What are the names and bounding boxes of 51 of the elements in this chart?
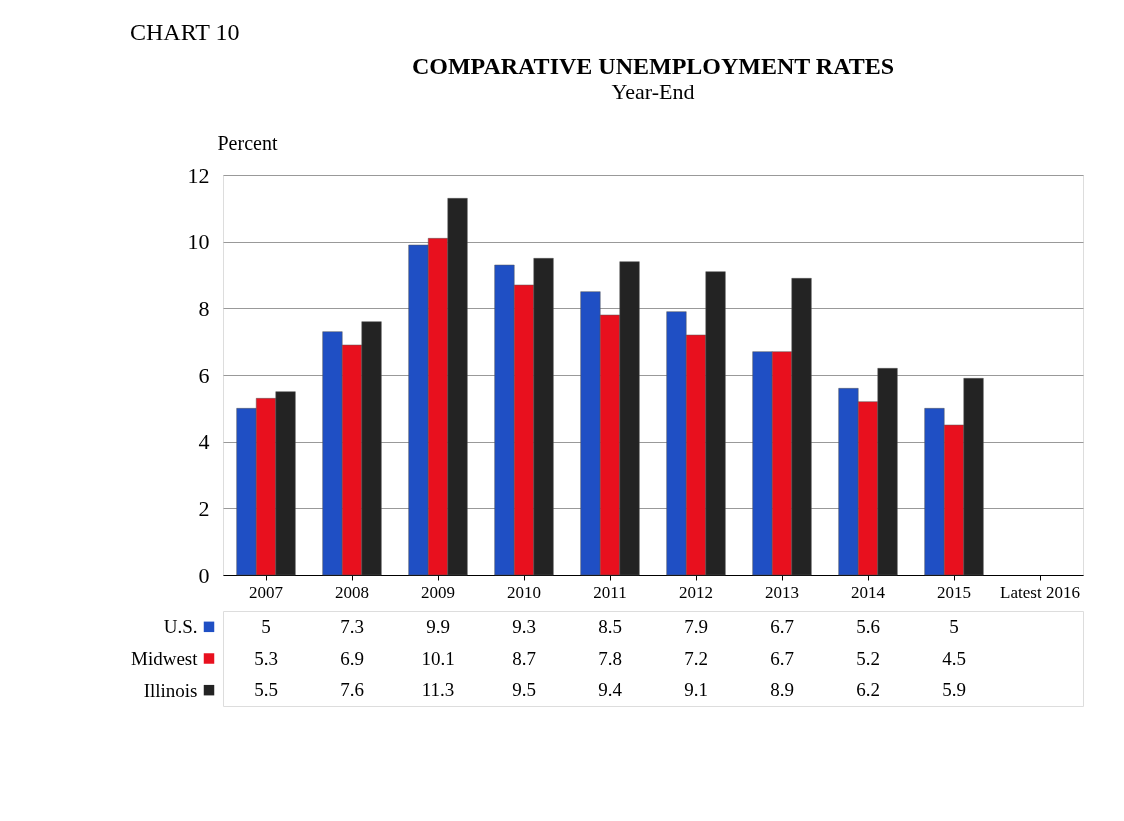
legend-label: Midwest bbox=[131, 648, 199, 669]
data-label: 9.5 bbox=[512, 679, 536, 701]
y-tick-label: 4 bbox=[198, 429, 210, 455]
data-label: 9.3 bbox=[512, 615, 536, 637]
data-label: 11.3 bbox=[421, 679, 455, 701]
x-tick-label: Latest 2016 bbox=[1000, 582, 1080, 602]
legend-label: Illinois bbox=[143, 679, 198, 701]
legend-label: U.S. bbox=[163, 616, 198, 638]
data-label: 8.9 bbox=[770, 679, 794, 701]
x-tick-label: 2015 bbox=[937, 582, 971, 602]
chart-title: COMPARATIVE UNEMPLOYMENT RATES bbox=[411, 53, 895, 79]
x-tick-label: 2013 bbox=[765, 582, 799, 602]
data-label: 5 bbox=[261, 615, 271, 637]
y-tick-label: 6 bbox=[198, 362, 210, 388]
data-label: 5.5 bbox=[254, 679, 278, 701]
data-label: 9.1 bbox=[684, 679, 708, 701]
x-tick-label: 2012 bbox=[679, 582, 713, 602]
y-tick-label: 12 bbox=[187, 162, 210, 188]
x-tick-label: 2007 bbox=[249, 582, 284, 602]
data-label: 6.9 bbox=[340, 647, 364, 669]
x-tick-label: 2014 bbox=[851, 582, 886, 602]
data-label: 5.9 bbox=[942, 679, 966, 701]
data-label: 7.9 bbox=[684, 615, 708, 637]
caption: CHART 10 bbox=[130, 18, 240, 45]
data-label: 6.2 bbox=[856, 679, 880, 701]
data-label: 9.4 bbox=[598, 679, 623, 701]
chart-subtitle: Year-End bbox=[611, 79, 695, 104]
data-label: 7.6 bbox=[340, 679, 364, 701]
y-tick-label: 0 bbox=[198, 562, 210, 588]
data-label: 5 bbox=[949, 615, 959, 637]
x-tick-label: 2010 bbox=[507, 582, 541, 602]
data-label: 8.7 bbox=[512, 647, 536, 669]
x-tick-label: 2009 bbox=[421, 582, 455, 602]
y-tick-label: 8 bbox=[198, 295, 210, 321]
data-label: 5.6 bbox=[856, 615, 880, 637]
x-tick-label: 2008 bbox=[335, 582, 369, 602]
data-label: 9.9 bbox=[426, 615, 450, 637]
data-label: 4.5 bbox=[942, 647, 966, 669]
data-label: 7.2 bbox=[684, 647, 708, 669]
y-axis-title: Percent bbox=[217, 131, 278, 154]
data-label: 7.8 bbox=[598, 647, 622, 669]
x-tick-label: 2011 bbox=[593, 582, 627, 602]
data-label: 8.5 bbox=[598, 615, 622, 637]
data-label: 5.3 bbox=[254, 647, 278, 669]
data-label: 10.1 bbox=[421, 647, 455, 669]
data-label: 5.2 bbox=[856, 647, 880, 669]
data-label: 6.7 bbox=[770, 647, 794, 669]
y-tick-label: 10 bbox=[187, 229, 210, 255]
y-tick-label: 2 bbox=[198, 495, 210, 521]
data-label: 7.3 bbox=[340, 615, 364, 637]
data-label: 6.7 bbox=[770, 615, 794, 637]
